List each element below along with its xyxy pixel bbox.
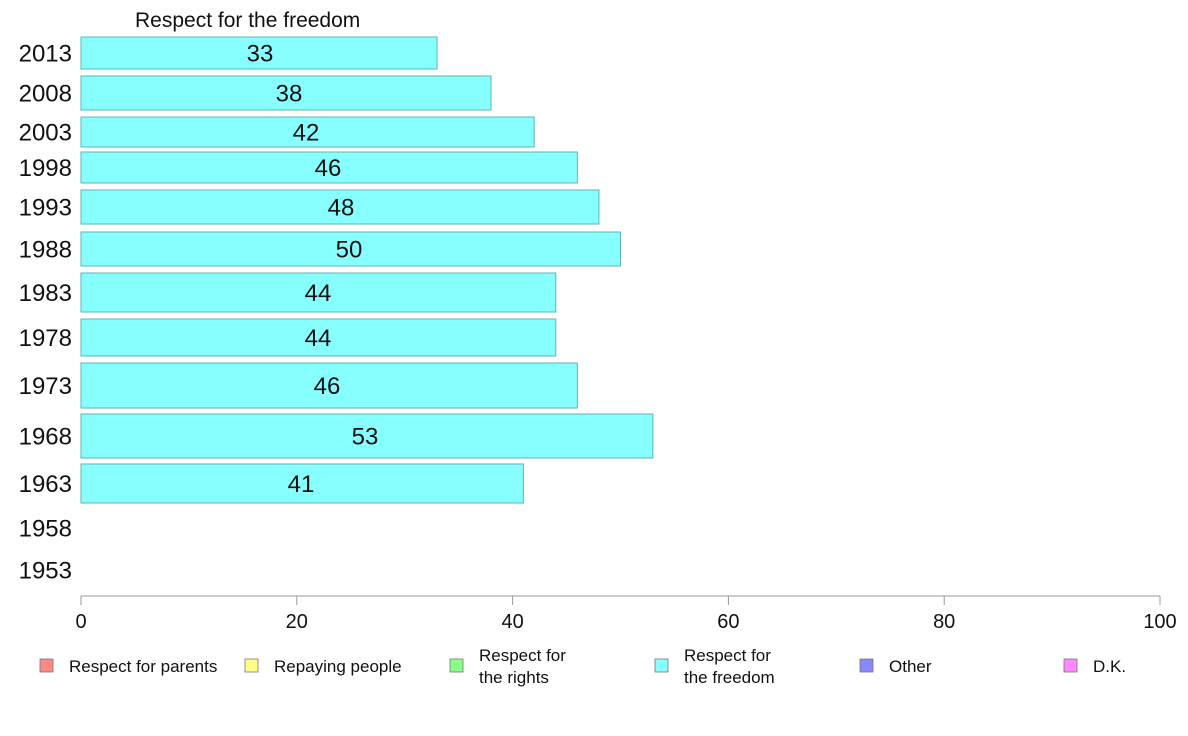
x-tick-label: 60 (717, 611, 739, 633)
bar (80, 36, 438, 70)
x-tick-label: 40 (501, 611, 523, 633)
legend-swatch (654, 658, 669, 673)
bar (80, 362, 578, 409)
x-tick-label: 100 (1143, 611, 1176, 633)
bar (80, 463, 524, 504)
bar (80, 413, 654, 459)
bar (80, 151, 578, 184)
legend-swatch (449, 658, 464, 673)
bar (80, 318, 557, 357)
bar (80, 75, 492, 111)
bar-value-label: 48 (328, 195, 355, 222)
year-label: 1973 (19, 373, 72, 400)
legend: Respect for parents Repaying people Respec… (39, 646, 1126, 687)
year-label: 1998 (19, 155, 72, 182)
x-tick-label: 20 (286, 611, 308, 633)
bar-value-label: 33 (247, 41, 274, 68)
bar (80, 116, 535, 148)
year-label: 1953 (19, 558, 72, 585)
bar-value-label: 41 (288, 471, 315, 498)
bar-value-label: 38 (276, 81, 303, 108)
x-tick-label: 0 (75, 611, 86, 633)
year-label: 1968 (19, 424, 72, 451)
year-label: 2003 (19, 120, 72, 147)
legend-label: Other (889, 657, 932, 676)
legend-label: Respect for parents (69, 657, 217, 676)
bar-value-label: 53 (352, 424, 379, 451)
legend-label: D.K. (1093, 657, 1126, 676)
legend-swatch (39, 658, 54, 673)
bar-value-label: 42 (293, 120, 320, 147)
legend-swatch (1063, 658, 1078, 673)
legend-label: Respect for the freedom (684, 646, 775, 687)
bar-value-label: 44 (305, 325, 332, 352)
bar-value-label: 46 (315, 155, 342, 182)
x-tick-label: 80 (933, 611, 955, 633)
bar (80, 272, 557, 313)
x-axis: 0 20 40 60 80 100 (75, 595, 1177, 633)
legend-label: Respect for the rights (479, 646, 566, 687)
bar-value-label: 46 (314, 373, 341, 400)
legend-swatch (244, 658, 259, 673)
year-label: 2013 (19, 41, 72, 68)
bar (80, 189, 600, 225)
year-label: 1988 (19, 237, 72, 264)
chart-title: Respect for the freedom (135, 9, 360, 32)
bar-value-label: 50 (336, 237, 363, 264)
year-label: 2008 (19, 81, 72, 108)
year-label: 1993 (19, 195, 72, 222)
legend-label: Repaying people (274, 657, 402, 676)
legend-swatch (859, 658, 874, 673)
year-label: 1963 (19, 471, 72, 498)
bar-value-label: 44 (305, 280, 332, 307)
year-label: 1958 (19, 516, 72, 543)
year-labels: 2013 2008 2003 1998 1993 1988 1983 1978 1973 1968… (19, 41, 72, 585)
year-label: 1983 (19, 280, 72, 307)
bar (80, 231, 621, 267)
year-label: 1978 (19, 325, 72, 352)
